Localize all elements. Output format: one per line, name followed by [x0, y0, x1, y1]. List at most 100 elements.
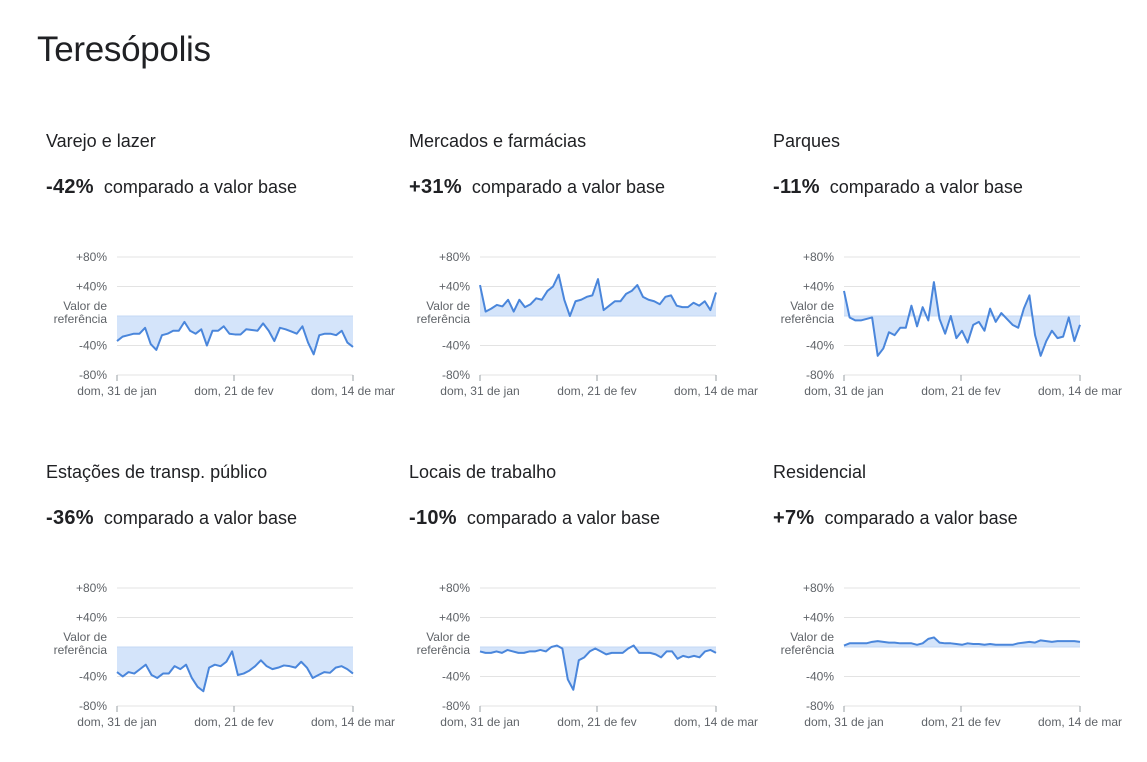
x-tick-label: dom, 21 de fev	[194, 384, 273, 398]
y-tick-label: Valor de referência	[54, 299, 108, 326]
x-tick-label: dom, 21 de fev	[921, 384, 1000, 398]
chart-transit: +80% +40% Valor de referência -40% -80% dom, 3…	[54, 581, 395, 729]
panel-title: Locais de trabalho	[409, 462, 557, 482]
y-tick-label: -40%	[806, 670, 834, 684]
y-tick-label: Valor de referência	[781, 299, 835, 326]
x-tick-label: dom, 31 de jan	[804, 715, 883, 729]
change-summary: +7% comparado a valor base	[773, 507, 1018, 530]
y-tick-label: Valor de referência	[781, 630, 835, 657]
chart-panel-residential: Residencial +7% comparado a valor base +8…	[764, 462, 1124, 762]
y-tick-label: -40%	[442, 339, 470, 353]
deviation-area	[480, 645, 716, 690]
chart-panel-transit: Estações de transp. público -36% comparad…	[37, 462, 397, 762]
chart-retail: +80% +40% Valor de referência -40% -80% dom, 3…	[54, 250, 395, 398]
chart-workplaces: +80% +40% Valor de referência -40% -80% dom, 3…	[417, 581, 758, 729]
y-tick-label: -40%	[79, 339, 107, 353]
y-tick-label: +80%	[803, 250, 834, 264]
data-line	[843, 636, 1081, 647]
y-tick-label: Valor de referência	[417, 299, 471, 326]
y-tick-label-line: referência	[54, 643, 108, 657]
x-tick-label: dom, 14 de mar	[1038, 384, 1122, 398]
y-tick-label: +80%	[76, 581, 107, 595]
deviation-area	[480, 274, 716, 316]
x-tick-label: dom, 31 de jan	[440, 384, 519, 398]
y-tick-label-line: referência	[781, 312, 835, 326]
change-value: -36%	[46, 507, 94, 529]
change-summary: -36% comparado a valor base	[46, 507, 297, 530]
y-tick-label: -40%	[806, 339, 834, 353]
y-tick-label-line: referência	[417, 312, 471, 326]
x-tick-label: dom, 14 de mar	[674, 384, 758, 398]
y-tick-label-line: Valor de	[426, 630, 470, 644]
y-tick-label: -80%	[806, 699, 834, 713]
y-tick-label: +80%	[439, 581, 470, 595]
y-tick-label: +80%	[76, 250, 107, 264]
change-caption: comparado a valor base	[466, 508, 661, 528]
panel-title: Parques	[773, 131, 841, 151]
x-tick-label: dom, 21 de fev	[921, 715, 1000, 729]
y-tick-label-line: referência	[54, 312, 108, 326]
x-tick-label: dom, 31 de jan	[440, 715, 519, 729]
y-tick-label: -80%	[806, 368, 834, 382]
change-caption: comparado a valor base	[829, 177, 1023, 197]
change-summary: -10% comparado a valor base	[409, 507, 660, 530]
y-tick-label: +40%	[803, 280, 834, 294]
y-tick-label: -80%	[79, 699, 107, 713]
data-line	[479, 273, 717, 317]
change-caption: comparado a valor base	[824, 508, 1018, 528]
x-tick-label: dom, 14 de mar	[674, 715, 758, 729]
change-caption: comparado a valor base	[471, 177, 666, 197]
y-tick-label: -40%	[79, 670, 107, 684]
deviation-area	[117, 316, 353, 355]
y-tick-label: +40%	[439, 611, 470, 625]
y-tick-label: Valor de referência	[54, 630, 108, 657]
deviation-area	[844, 637, 1080, 647]
panel-title: Estações de transp. público	[46, 462, 268, 482]
change-caption: comparado a valor base	[103, 508, 298, 528]
panel-title: Residencial	[773, 462, 867, 482]
x-tick-label: dom, 21 de fev	[557, 384, 636, 398]
y-tick-label: +40%	[439, 280, 470, 294]
change-value: -11%	[773, 176, 820, 198]
deviation-area	[844, 282, 1080, 356]
y-tick-label: Valor de referência	[417, 630, 471, 657]
chart-panel-workplaces: Locais de trabalho -10% comparado a valor…	[400, 462, 760, 762]
chart-parks: +80% +40% Valor de referência -40% -80% dom, 3…	[781, 250, 1122, 398]
y-tick-label-line: Valor de	[790, 630, 834, 644]
chart-panel-retail: Varejo e lazer -42% comparado a valor bas…	[37, 131, 397, 431]
data-line	[843, 281, 1081, 357]
y-tick-label: +40%	[803, 611, 834, 625]
change-caption: comparado a valor base	[103, 177, 298, 197]
data-line	[479, 644, 717, 691]
y-tick-label: +40%	[76, 611, 107, 625]
y-tick-label-line: referência	[417, 643, 471, 657]
y-tick-label: -80%	[79, 368, 107, 382]
y-tick-label-line: Valor de	[63, 630, 107, 644]
panel-title: Mercados e farmácias	[409, 131, 587, 151]
x-tick-label: dom, 14 de mar	[1038, 715, 1122, 729]
y-tick-label: +80%	[439, 250, 470, 264]
x-tick-label: dom, 14 de mar	[311, 384, 395, 398]
change-summary: -11% comparado a valor base	[773, 176, 1023, 199]
panel-title: Varejo e lazer	[46, 131, 156, 151]
chart-residential: +80% +40% Valor de referência -40% -80% dom, 3…	[781, 581, 1122, 729]
change-value: +7%	[773, 507, 815, 529]
y-tick-label: -80%	[442, 368, 470, 382]
y-tick-label: +40%	[76, 280, 107, 294]
change-value: -10%	[409, 507, 457, 529]
y-tick-label-line: Valor de	[790, 299, 834, 313]
y-tick-label: -80%	[442, 699, 470, 713]
x-tick-label: dom, 14 de mar	[311, 715, 395, 729]
x-tick-label: dom, 21 de fev	[194, 715, 273, 729]
y-tick-label: +80%	[803, 581, 834, 595]
y-tick-label-line: referência	[781, 643, 835, 657]
y-tick-label-line: Valor de	[426, 299, 470, 313]
y-tick-label: -40%	[442, 670, 470, 684]
deviation-area	[117, 647, 353, 692]
change-value: +31%	[409, 176, 462, 198]
change-summary: +31% comparado a valor base	[409, 176, 665, 199]
chart-panel-grocery: Mercados e farmácias +31% comparado a val…	[400, 131, 760, 431]
data-line	[116, 650, 354, 693]
data-line	[116, 320, 354, 356]
x-tick-label: dom, 21 de fev	[557, 715, 636, 729]
